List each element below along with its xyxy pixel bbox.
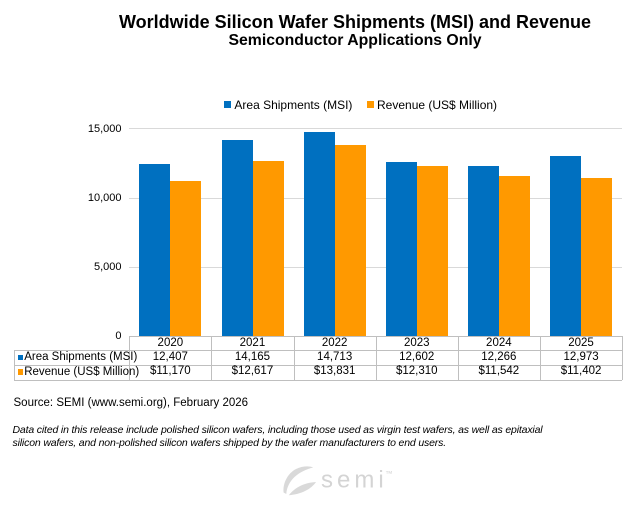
svg-text:semi: semi xyxy=(321,467,388,494)
svg-text:™: ™ xyxy=(385,469,393,478)
